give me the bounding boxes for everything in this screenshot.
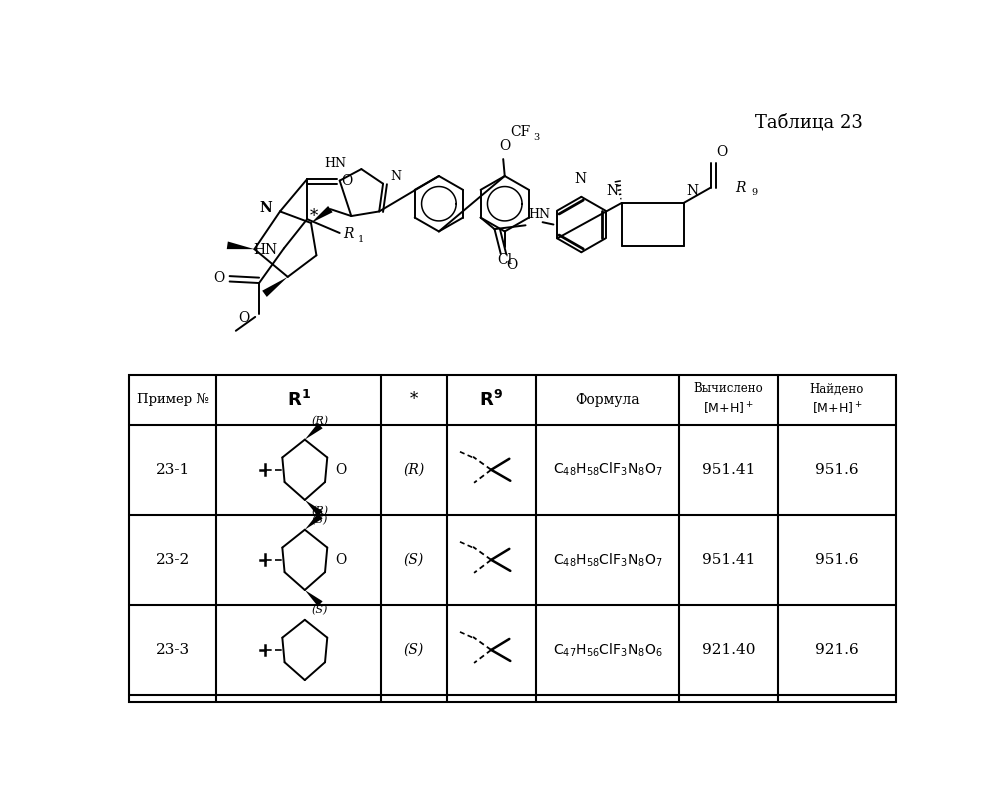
Polygon shape bbox=[227, 242, 254, 249]
Text: Формула: Формула bbox=[575, 393, 640, 407]
Text: HN: HN bbox=[254, 243, 278, 257]
Text: Таблица 23: Таблица 23 bbox=[755, 113, 862, 131]
Polygon shape bbox=[311, 206, 333, 223]
Text: O: O bbox=[716, 145, 727, 159]
Text: $\mathbf{R^9}$: $\mathbf{R^9}$ bbox=[479, 389, 503, 410]
Polygon shape bbox=[305, 590, 323, 607]
Text: $[\mathrm{M{+}H}]^+$: $[\mathrm{M{+}H}]^+$ bbox=[812, 400, 862, 417]
Text: O: O bbox=[335, 463, 347, 477]
Text: (S): (S) bbox=[404, 643, 424, 657]
Text: R: R bbox=[343, 227, 353, 241]
Text: 951.6: 951.6 bbox=[815, 553, 859, 567]
Text: $\mathrm{C_{47}H_{56}ClF_{3}N_{8}O_{6}}$: $\mathrm{C_{47}H_{56}ClF_{3}N_{8}O_{6}}$ bbox=[553, 642, 662, 659]
Text: $[\mathrm{M{+}H}]^+$: $[\mathrm{M{+}H}]^+$ bbox=[703, 400, 754, 417]
Text: 921.6: 921.6 bbox=[815, 643, 859, 657]
Text: *: * bbox=[310, 208, 318, 224]
Text: CF: CF bbox=[510, 125, 530, 139]
Polygon shape bbox=[305, 513, 323, 530]
Text: 951.41: 951.41 bbox=[702, 553, 755, 567]
Text: O: O bbox=[506, 258, 517, 272]
Text: 951.6: 951.6 bbox=[815, 463, 859, 477]
Text: 23-3: 23-3 bbox=[156, 643, 190, 657]
Polygon shape bbox=[262, 277, 288, 297]
Text: (R): (R) bbox=[311, 416, 328, 427]
Text: (S): (S) bbox=[311, 605, 327, 615]
Text: O: O bbox=[341, 174, 352, 188]
Text: (R): (R) bbox=[403, 463, 424, 477]
Polygon shape bbox=[305, 500, 323, 516]
Text: $\mathrm{C_{48}H_{58}ClF_{3}N_{8}O_{7}}$: $\mathrm{C_{48}H_{58}ClF_{3}N_{8}O_{7}}$ bbox=[553, 551, 662, 569]
Bar bbox=[129, 374, 896, 702]
Text: 921.40: 921.40 bbox=[702, 643, 755, 657]
Text: R: R bbox=[736, 181, 746, 194]
Text: O: O bbox=[239, 311, 250, 324]
Text: *: * bbox=[410, 391, 418, 408]
Text: (R): (R) bbox=[311, 506, 328, 516]
Text: (S): (S) bbox=[311, 515, 327, 526]
Text: Найдено: Найдено bbox=[810, 382, 864, 396]
Text: $\mathbf{R^1}$: $\mathbf{R^1}$ bbox=[287, 389, 311, 410]
Text: O: O bbox=[499, 139, 510, 153]
Text: 1: 1 bbox=[358, 235, 365, 243]
Text: (S): (S) bbox=[404, 553, 424, 567]
Text: Пример №: Пример № bbox=[137, 393, 209, 406]
Text: N: N bbox=[687, 184, 699, 198]
Polygon shape bbox=[305, 423, 323, 439]
Text: HN: HN bbox=[324, 157, 346, 170]
Text: 23-1: 23-1 bbox=[156, 463, 190, 477]
Text: N: N bbox=[606, 184, 619, 198]
Text: 951.41: 951.41 bbox=[702, 463, 755, 477]
Text: N: N bbox=[575, 172, 587, 186]
Text: Вычислено: Вычислено bbox=[693, 382, 763, 396]
Text: 9: 9 bbox=[751, 189, 757, 197]
Text: 23-2: 23-2 bbox=[156, 553, 190, 567]
Text: Cl: Cl bbox=[497, 253, 512, 267]
Text: HN: HN bbox=[529, 208, 551, 220]
Text: 3: 3 bbox=[533, 133, 540, 142]
Text: N: N bbox=[391, 170, 402, 182]
Text: O: O bbox=[214, 270, 225, 285]
Text: O: O bbox=[335, 553, 347, 567]
Text: $\mathrm{C_{48}H_{58}ClF_{3}N_{8}O_{7}}$: $\mathrm{C_{48}H_{58}ClF_{3}N_{8}O_{7}}$ bbox=[553, 461, 662, 478]
Text: N: N bbox=[260, 201, 272, 216]
